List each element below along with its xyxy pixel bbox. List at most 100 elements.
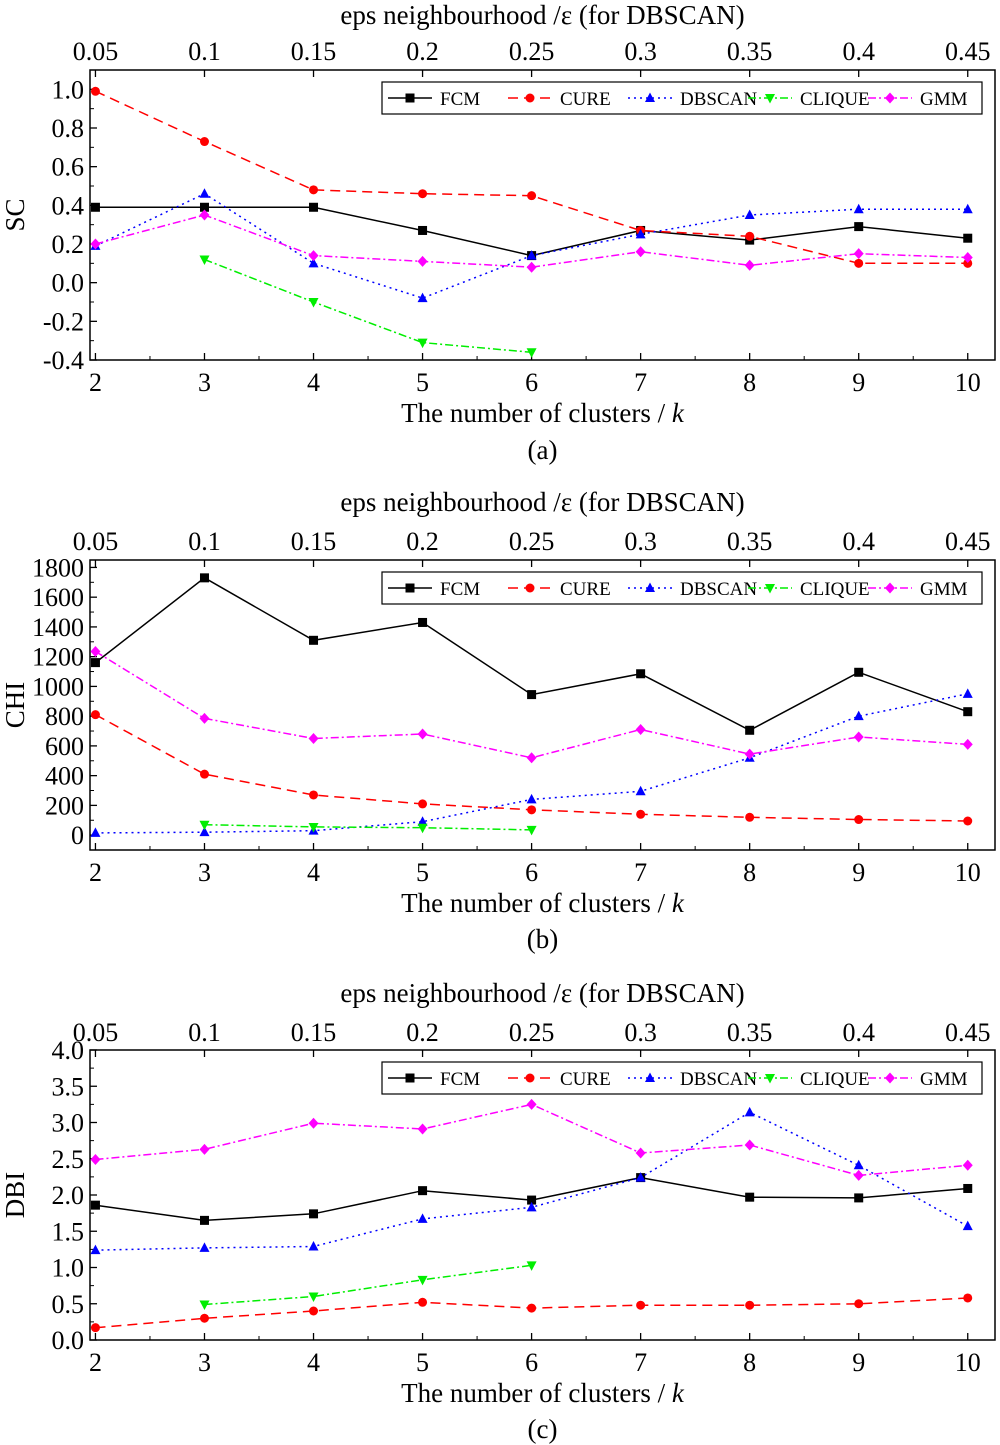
data-point-fcm [636,669,646,679]
x-tick-label: 2 [89,858,102,887]
data-point-clique [308,298,319,308]
top-tick-label: 0.3 [624,1018,657,1047]
data-point-dbscan [199,188,210,198]
series-dbscan [90,1106,973,1255]
data-point-fcm [854,1193,864,1203]
top-tick-label: 0.25 [509,1018,555,1047]
top-tick-label: 0.45 [945,1018,991,1047]
data-point-fcm [854,667,864,677]
y-tick-label: 1.0 [52,1254,85,1283]
y-tick-label: 400 [45,762,84,791]
data-point-dbscan [962,688,973,698]
data-point-cure [745,231,755,241]
y-tick-label: 3.0 [52,1109,85,1138]
legend-marker-gmm [885,582,895,594]
series-dbscan [90,188,973,303]
x-tick-label: 10 [955,368,981,397]
x-tick-label: 9 [852,858,865,887]
x-tick-label: 7 [634,1348,647,1377]
x-tick-label: 8 [743,1348,756,1377]
legend-label-dbscan: DBSCAN [680,1069,757,1090]
data-point-cure [418,1297,428,1307]
data-point-dbscan [526,1201,537,1212]
top-axis-title: eps neighbourhood /ε (for DBSCAN) [340,0,744,30]
data-point-gmm [526,261,537,273]
legend-label-fcm: FCM [440,579,480,600]
data-point-cure [963,816,973,826]
series-cure [90,86,973,268]
y-tick-label: -0.4 [43,346,84,375]
data-point-fcm [418,225,428,235]
data-point-gmm [417,728,428,740]
series-line-clique [204,258,532,354]
data-point-gmm [744,259,755,271]
data-point-clique [526,825,537,836]
data-point-fcm [963,233,973,243]
legend-label-gmm: GMM [920,89,968,110]
data-point-gmm [417,1123,428,1135]
legend-marker-cure [525,583,535,593]
legend-label-cure: CURE [560,579,611,600]
data-point-cure [963,258,973,268]
data-point-fcm [418,617,428,627]
top-tick-label: 0.3 [624,37,657,66]
chart-panel-3: 2 3 4 5 6 7 8 9 10 0.05 0.1 0.15 0.2 0.25 0.3 0.35 0.4 0.… [0,978,996,1444]
data-point-gmm [90,1153,101,1165]
y-tick-label: 0.8 [52,114,85,143]
y-tick-label: 3.5 [52,1072,85,1101]
legend-marker-dbscan [645,1072,655,1082]
series-cure [90,1293,973,1333]
y-tick-label: 200 [45,791,84,820]
legend-label-cure: CURE [560,1069,611,1090]
legend: FCM CURE DBSCAN CLIQUE GMM [381,81,983,115]
data-point-clique [526,348,537,358]
data-point-gmm [90,645,101,657]
series-line-gmm [95,650,968,759]
top-tick-label: 0.1 [188,1018,221,1047]
series-dbscan [90,688,973,837]
data-point-gmm [962,738,973,750]
data-point-cure [527,1303,537,1313]
y-tick-label: 1200 [32,643,84,672]
data-point-fcm [963,1183,973,1193]
top-tick-label: 0.4 [842,1018,875,1047]
legend-marker-clique [765,94,775,104]
y-tick-label: 0.0 [52,1326,85,1355]
x-axis-title: The number of clusters / k [401,888,685,918]
data-point-cure [527,805,537,815]
top-tick-label: 0.35 [727,527,773,556]
legend-box [381,1061,983,1095]
top-tick-label: 0.45 [945,37,991,66]
y-tick-label: 1800 [32,553,84,582]
data-point-fcm [199,1215,209,1225]
y-tick-label: 600 [45,732,84,761]
y-tick-label: 0.5 [52,1290,85,1319]
legend-label-clique: CLIQUE [800,89,870,110]
panel-label: (b) [527,924,558,954]
x-tick-label: 4 [307,368,320,397]
top-tick-label: 0.35 [727,1018,773,1047]
x-tick-label: 5 [416,858,429,887]
y-tick-label: 2.5 [52,1145,85,1174]
legend-label-fcm: FCM [440,1069,480,1090]
data-point-dbscan [744,209,755,219]
x-axis-title: The number of clusters / k [401,398,685,428]
legend-label-gmm: GMM [920,579,968,600]
legend-label-gmm: GMM [920,1069,968,1090]
data-point-cure [854,258,864,268]
legend-marker-fcm [405,1073,415,1083]
data-point-cure [418,189,428,199]
data-point-fcm [527,690,537,700]
legend-label-clique: CLIQUE [800,579,870,600]
data-point-cure [636,809,646,819]
top-tick-label: 0.35 [727,37,773,66]
top-axis-title: eps neighbourhood /ε (for DBSCAN) [340,487,744,517]
series-cure [90,710,973,826]
top-tick-label: 0.3 [624,527,657,556]
data-point-dbscan [526,250,537,260]
x-tick-label: 3 [198,1348,211,1377]
chart-panel-1: 2 3 4 5 6 7 8 9 10 0.05 0.1 0.15 0.2 0.25 0.3 0.35 0.4 0.… [0,0,996,465]
y-tick-label: 1000 [32,672,84,701]
x-tick-label: 7 [634,368,647,397]
data-point-clique [199,820,210,831]
